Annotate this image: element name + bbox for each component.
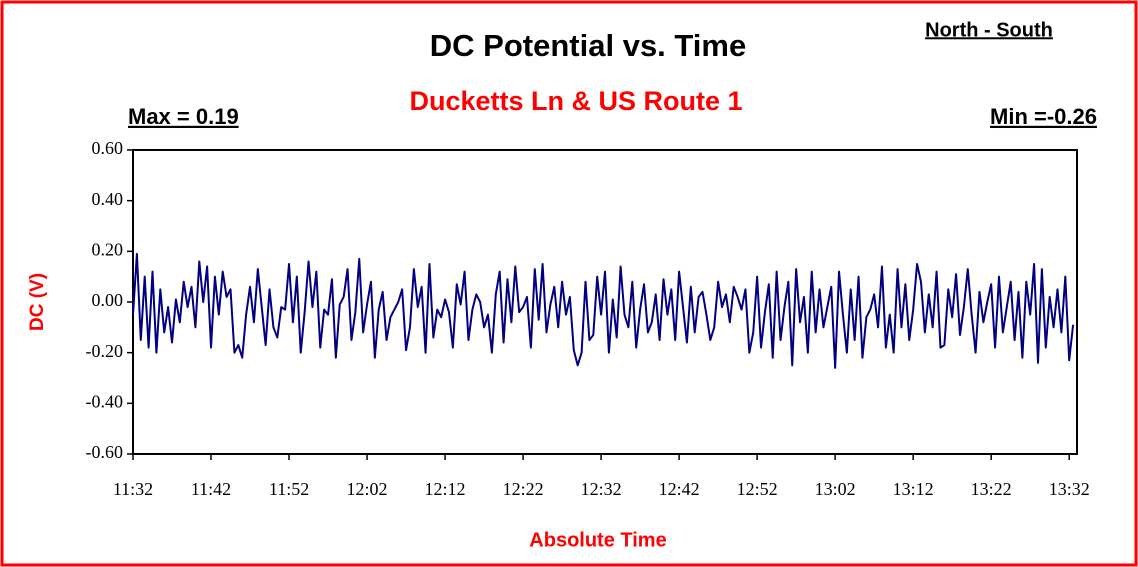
x-tick-label: 11:32 [113, 479, 153, 499]
max-label: Max = 0.19 [128, 104, 239, 129]
x-axis-label: Absolute Time [529, 529, 666, 551]
y-tick-label: -0.60 [86, 442, 124, 462]
direction-label: North - South [925, 19, 1053, 41]
y-axis-label: DC (V) [27, 273, 48, 331]
min-label: Min =-0.26 [990, 104, 1097, 129]
x-tick-label: 11:42 [191, 479, 231, 499]
y-tick-label: 0.00 [92, 290, 124, 310]
x-tick-label: 13:02 [815, 479, 856, 499]
chart-title: DC Potential vs. Time [430, 28, 746, 63]
x-tick-label: 11:52 [269, 479, 309, 499]
x-tick-label: 12:42 [659, 479, 700, 499]
x-tick-label: 13:22 [971, 479, 1012, 499]
x-tick-label: 13:32 [1049, 479, 1090, 499]
x-tick-label: 12:12 [425, 479, 466, 499]
y-tick-label: -0.40 [86, 391, 124, 411]
chart-subtitle: Ducketts Ln & US Route 1 [409, 86, 742, 116]
x-tick-label: 12:02 [347, 479, 388, 499]
x-tick-label: 12:52 [737, 479, 778, 499]
x-tick-label: 12:22 [503, 479, 544, 499]
y-tick-label: -0.20 [86, 341, 124, 361]
y-tick-label: 0.20 [92, 239, 124, 259]
x-tick-label: 13:12 [893, 479, 934, 499]
y-tick-label: 0.40 [92, 189, 124, 209]
data-line [132, 252, 1075, 369]
x-tick-label: 12:32 [581, 479, 622, 499]
y-tick-label: 0.60 [92, 138, 124, 158]
